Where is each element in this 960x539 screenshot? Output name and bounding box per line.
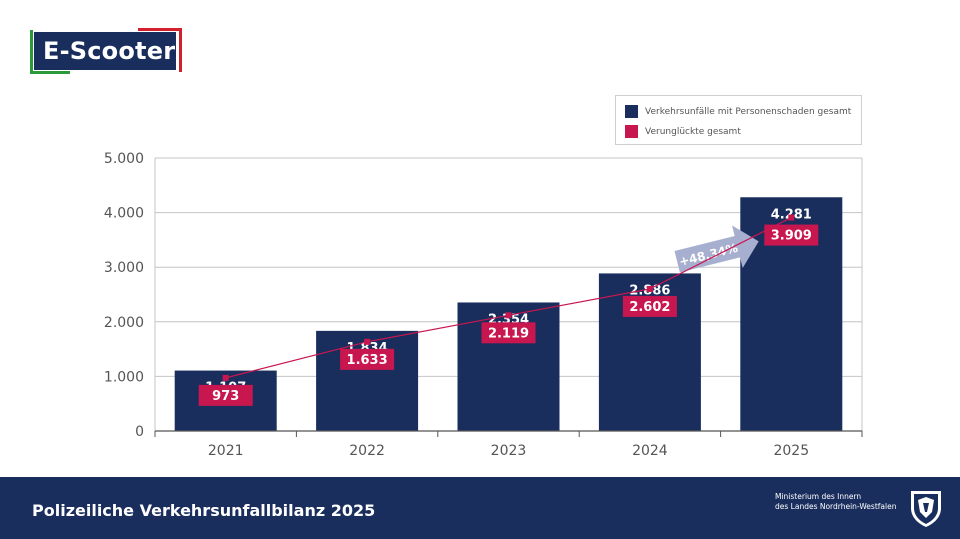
casualties-value-label: 1.633 [347, 353, 388, 368]
legend-swatch-casualties [625, 125, 638, 138]
chart-legend: Verkehrsunfälle mit Personenschaden gesa… [615, 95, 862, 145]
casualties-value-label: 2.602 [629, 300, 670, 315]
footer-bar: Polizeiliche Verkehrsunfallbilanz 2025 M… [0, 477, 960, 539]
y-tick-label: 3.000 [104, 260, 144, 276]
casualties-marker [646, 285, 653, 292]
legend-label-casualties: Verunglückte gesamt [645, 126, 741, 137]
legend-swatch-accidents [625, 105, 638, 118]
bar [316, 330, 419, 431]
badge-green-frame [30, 30, 70, 74]
bar-line-chart: 0 1.000 2.000 3.000 4.000 5.000 2021 2022 2023 20… [104, 151, 863, 459]
x-tick-label: 2022 [349, 443, 385, 459]
legend-label-accidents: Verkehrsunfälle mit Personenschaden gesa… [645, 106, 852, 117]
footer-title: Polizeiliche Verkehrsunfallbilanz 2025 [32, 501, 376, 520]
y-tick-label: 2.000 [104, 315, 144, 331]
casualties-value-label: 973 [212, 389, 239, 404]
ministry-name: Ministerium des Innern des Landes Nordrh… [775, 492, 896, 512]
casualties-label-box [622, 295, 677, 317]
y-tick-label: 5.000 [104, 151, 144, 167]
x-tick-label: 2024 [632, 443, 668, 459]
y-tick-label: 0 [135, 424, 144, 440]
nrw-crest-icon [911, 491, 941, 527]
casualties-value-label: 3.909 [771, 229, 812, 244]
ministry-line-2: des Landes Nordrhein-Westfalen [775, 502, 897, 511]
casualties-label-box [481, 322, 536, 344]
casualties-label-box [764, 224, 819, 246]
casualties-marker [222, 374, 229, 381]
casualties-label-box [198, 384, 253, 406]
x-tick-label: 2025 [773, 443, 809, 459]
casualties-value-label: 2.119 [488, 326, 529, 341]
casualties-marker [364, 338, 371, 345]
badge-red-frame [138, 28, 182, 72]
y-tick-label: 1.000 [104, 369, 144, 385]
title-badge: E-Scooter [30, 28, 182, 74]
casualties-label-box [340, 348, 395, 370]
x-tick-label: 2021 [208, 443, 244, 459]
legend-item-casualties: Verunglückte gesamt [625, 125, 741, 138]
growth-arrow-shape [674, 225, 759, 273]
legend-item-accidents: Verkehrsunfälle mit Personenschaden gesa… [625, 105, 851, 118]
page-title: E-Scooter [34, 32, 176, 70]
y-tick-label: 4.000 [104, 206, 144, 222]
casualties-marker [788, 214, 795, 221]
x-tick-label: 2023 [491, 443, 527, 459]
casualties-marker [505, 312, 512, 319]
ministry-line-1: Ministerium des Innern [775, 492, 862, 501]
